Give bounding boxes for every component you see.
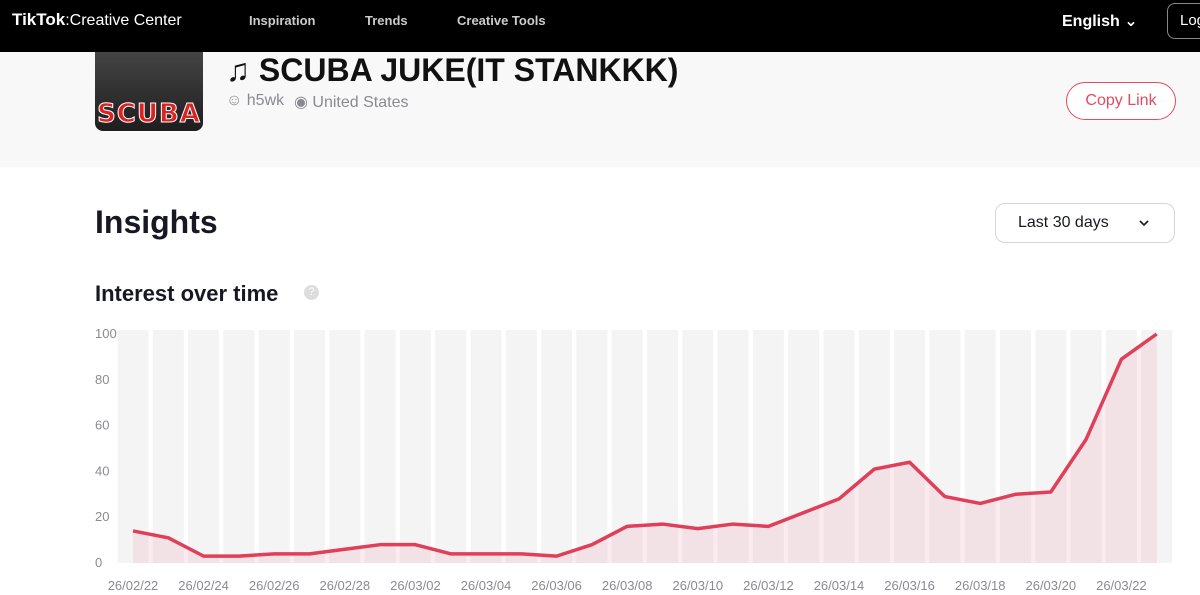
day-band [329,330,361,563]
language: English [1062,13,1120,30]
day-band [505,330,537,563]
day-band [1035,330,1067,563]
x-tick-label: 26/02/24 [178,578,229,593]
language-selector[interactable]: English ⌄ [1062,13,1138,30]
chart: 0 20 40 60 80 100 26/02/22 26/02/24 26/02/26 26/0… [95,326,1173,593]
day-band [929,330,961,563]
day-band [435,330,467,563]
day-band [541,330,573,563]
day-band [858,330,890,563]
cover-text: SCUBA [97,99,201,130]
day-band [223,330,255,563]
interest-line [132,332,1158,558]
x-tick-label: 26/03/12 [743,578,794,593]
author-name: h5wk [246,92,285,109]
y-tick-label: 60 [95,418,109,433]
nav-link[interactable]: Inspiration [249,13,316,28]
location: ◉ United States [294,94,409,111]
top-nav: TikTok:Creative Center Inspiration Trend… [0,0,1200,52]
location-name: United States [312,94,409,111]
logo-sub: Creative Center [69,12,182,29]
y-tick-label: 100 [95,326,117,341]
day-band [823,330,855,563]
day-band [964,330,996,563]
y-tick-label: 80 [95,372,109,387]
y-tick-label: 20 [95,509,109,524]
copy-link-button[interactable]: Copy Link [1066,82,1176,120]
x-tick-label: 26/03/10 [672,578,723,593]
day-band [152,330,184,563]
x-tick-label: 26/03/06 [531,578,582,593]
x-tick-label: 26/03/08 [602,578,653,593]
y-tick-label: 40 [95,463,109,478]
day-band [1141,330,1173,563]
x-tick-label: 26/02/26 [249,578,300,593]
x-tick-label: 26/03/22 [1096,578,1147,593]
song-title-text: SCUBA JUKE(IT STANKKK) [258,52,679,88]
x-tick-label: 26/03/20 [1025,578,1076,593]
day-band [576,330,608,563]
insights-title: Insights [95,204,218,240]
day-band [258,330,290,563]
x-tick-label: 26/03/18 [955,578,1006,593]
x-tick-label: 26/03/14 [814,578,865,593]
range-dropdown[interactable]: Last 30 days [995,203,1175,243]
day-band [1070,330,1102,563]
logo-main: TikTok [12,10,66,29]
day-band [470,330,502,563]
x-tick-label: 26/03/04 [461,578,512,593]
x-tick-label: 26/02/28 [319,578,370,593]
chart-title: Interest over time [95,281,279,306]
nav-link[interactable]: Creative Tools [457,13,546,28]
interest-area [133,334,1157,563]
day-band [788,330,820,563]
author: ☺ h5wk [226,92,285,109]
x-tick-label: 26/03/02 [390,578,441,593]
day-band [399,330,431,563]
cover-image: SCUBA [95,52,203,131]
day-band [188,330,220,563]
day-band [682,330,714,563]
logo[interactable]: TikTok:Creative Center [12,10,182,29]
day-band [894,330,926,563]
day-band [1000,330,1031,563]
y-tick-label: 0 [95,555,102,570]
song-header: SCUBA ♫ SCUBA JUKE(IT STANKKK) ☺ h5wk ◉ … [0,52,1200,167]
nav-link[interactable]: Trends [365,13,408,28]
x-tick-label: 26/03/16 [884,578,935,593]
help-icon[interactable]: ? [304,285,319,300]
song-title: ♫ SCUBA JUKE(IT STANKKK) [226,52,679,88]
day-band [117,330,149,563]
range-label: Last 30 days [1018,214,1109,231]
day-band [364,330,396,563]
x-tick-label: 26/02/22 [108,578,159,593]
day-band [1105,330,1137,563]
chevron [1139,220,1149,227]
day-band [294,330,325,563]
login-button[interactable]: Log in [1167,3,1200,39]
